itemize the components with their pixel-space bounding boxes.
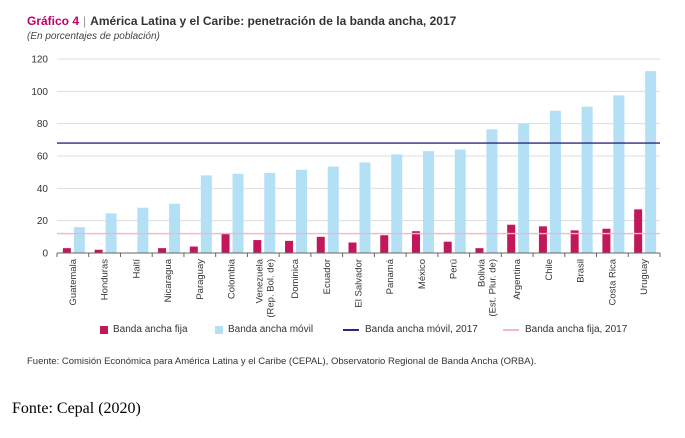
bar-mobile-9: [359, 162, 371, 253]
legend-label-mobile: Banda ancha móvil: [228, 324, 314, 335]
bar-fixed-5: [221, 233, 230, 253]
bar-fixed-7: [285, 240, 294, 253]
chart-plot: 0 20 40 60 80 100 120 Guatemala Honduras Haití Nic…: [31, 55, 661, 318]
bar-fixed-17: [602, 228, 611, 253]
x-tick-label-10: Panamá: [385, 258, 396, 294]
chart-title-line: Gráfico 4 | América Latina y el Caribe: pe…: [27, 14, 456, 28]
y-tick-label-100: 100: [31, 87, 48, 98]
y-tick-label-0: 0: [42, 249, 48, 260]
x-tick-label-9: El Salvador: [354, 259, 365, 308]
chart-subtitle: (En porcentajes de población): [27, 31, 160, 42]
x-tick-label-14: Argentina: [512, 258, 523, 299]
y-tick-label-20: 20: [37, 216, 49, 227]
bar-fixed-6: [253, 240, 262, 253]
x-tick-label-17: Costa Rica: [607, 258, 618, 305]
x-tick-label-7: Dominica: [290, 258, 301, 298]
bar-mobile-12: [454, 149, 466, 253]
legend-label-fixed: Banda ancha fija: [113, 324, 188, 335]
x-tick-label-12: Perú: [449, 259, 460, 279]
bar-mobile-11: [422, 151, 434, 253]
legend-swatch-mobile-avg: [343, 328, 359, 331]
bar-mobile-7: [296, 169, 308, 253]
x-tick-label-16: Brasil: [576, 259, 587, 283]
bar-mobile-18: [645, 71, 657, 253]
legend-label-fixed-avg: Banda ancha fija, 2017: [525, 324, 628, 335]
x-tick-label-4: Paraguay: [195, 259, 206, 300]
legend-item-mobile: Banda ancha móvil: [215, 324, 313, 335]
chart-legend: Banda ancha fija Banda ancha móvil Banda…: [100, 324, 660, 340]
x-tick-label-15: Chile: [544, 259, 555, 281]
bar-mobile-2: [137, 207, 149, 253]
y-tick-label-80: 80: [37, 119, 49, 130]
bar-fixed-11: [411, 231, 420, 253]
x-tick-label-2: Haití: [131, 259, 142, 279]
legend-item-mobile-avg: Banda ancha móvil, 2017: [343, 324, 478, 335]
legend-label-mobile-avg: Banda ancha móvil, 2017: [365, 324, 478, 335]
bar-mobile-6: [264, 172, 276, 253]
x-tick-label-3: Nicaragua: [163, 258, 174, 302]
x-tick-label-6: Venezuela(Rep. Bol. de): [254, 258, 276, 317]
bar-mobile-14: [518, 123, 530, 254]
bar-mobile-5: [232, 173, 244, 253]
bar-mobile-16: [581, 106, 593, 253]
legend-item-fixed-avg: Banda ancha fija, 2017: [503, 324, 627, 335]
bar-fixed-10: [380, 235, 389, 253]
bar-mobile-10: [391, 154, 403, 253]
x-tick-label-8: Ecuador: [322, 259, 333, 294]
chart-title: América Latina y el Caribe: penetración …: [90, 14, 457, 28]
bar-fixed-16: [570, 230, 579, 253]
bar-mobile-3: [169, 203, 181, 253]
bar-fixed-14: [507, 224, 516, 253]
legend-swatch-fixed-avg: [503, 328, 519, 331]
bar-mobile-0: [73, 227, 85, 253]
figure-caption: Fonte: Cepal (2020): [12, 400, 141, 417]
bar-fixed-1: [94, 249, 103, 253]
figure-label: Gráfico 4: [27, 14, 80, 28]
x-tick-label-5: Colombia: [227, 258, 238, 299]
bar-mobile-17: [613, 95, 625, 253]
bar-fixed-18: [634, 209, 643, 253]
legend-swatch-mobile: [215, 325, 223, 334]
legend-swatch-fixed: [100, 325, 108, 334]
bar-fixed-8: [316, 236, 325, 253]
bar-mobile-8: [327, 166, 339, 253]
legend-item-fixed: Banda ancha fija: [100, 324, 188, 335]
y-tick-label-40: 40: [37, 184, 49, 195]
x-tick-label-11: México: [417, 259, 428, 289]
bar-fixed-0: [62, 248, 71, 253]
bar-mobile-4: [200, 175, 212, 253]
chart-source: Fuente: Comisión Económica para América …: [27, 356, 537, 367]
bar-mobile-13: [486, 129, 498, 253]
bar-fixed-4: [189, 246, 198, 253]
x-tick-label-1: Honduras: [100, 259, 111, 300]
x-tick-label-18: Uruguay: [639, 259, 650, 295]
title-separator: |: [83, 14, 87, 28]
y-tick-label-120: 120: [31, 55, 48, 66]
bar-fixed-13: [475, 248, 484, 253]
x-tick-label-0: Guatemala: [68, 258, 79, 305]
bar-fixed-3: [158, 248, 167, 253]
x-tick-label-13: Bolivia(Est. Plur. de): [476, 258, 498, 316]
y-tick-label-60: 60: [37, 152, 49, 163]
bar-fixed-9: [348, 242, 357, 253]
bar-fixed-15: [538, 226, 547, 253]
bar-fixed-12: [443, 241, 452, 253]
bar-mobile-15: [549, 110, 561, 253]
